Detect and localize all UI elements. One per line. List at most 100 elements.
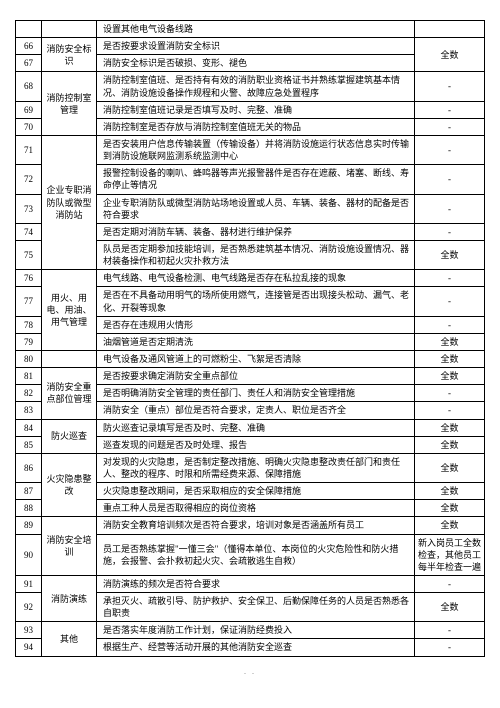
row-number: 74 (16, 223, 42, 240)
remark-cell: - (415, 385, 485, 402)
description-cell: 防火巡查记录填写是否及时、完整、准确 (97, 419, 415, 436)
category-cell: 其他 (42, 622, 97, 656)
description-cell: 是否明确消防安全管理的责任部门、责任人和消防安全管理措施 (97, 385, 415, 402)
description-cell: 电气线路、电气设备检测、电气线路是否存在私拉乱接的现象 (97, 270, 415, 287)
description-cell: 消防控制室值班、是否持有有效的消防职业资格证书并熟练掌握建筑基本情况、消防设施设… (97, 72, 415, 101)
description-cell: 报警控制设备的喇叭、蜂鸣器等声光报警器件是否存在遮蔽、堵塞、断线、寿命停止等情况 (97, 165, 415, 194)
table-row: 66消防安全标识是否按要求设置消防安全标识全数 (16, 38, 485, 55)
remark-cell: - (415, 72, 485, 101)
description-cell: 消防安全标识是否破损、变形、褪色 (97, 55, 415, 72)
description-cell: 是否安装用户信息传输装置（传输设备）并将消防设施运行状态信息实时传输到消防设施联… (97, 135, 415, 164)
category-cell: 企业专职消防队或微型消防站 (42, 135, 97, 269)
description-cell: 是否定期对消防车辆、装备、器材进行维护保养 (97, 223, 415, 240)
category-cell (42, 350, 97, 367)
remark-cell: 全数 (415, 350, 485, 367)
row-number: 75 (16, 240, 42, 269)
row-number (16, 21, 42, 38)
remark-cell: 全数 (415, 368, 485, 385)
remark-cell: 全数 (415, 333, 485, 350)
row-number: 84 (16, 419, 42, 436)
row-number: 76 (16, 270, 42, 287)
row-number: 82 (16, 385, 42, 402)
remark-cell: - (415, 622, 485, 639)
description-cell: 是否在不具备动用明气的场所使用燃气，连接管是否出现接头松动、漏气、老化、开裂等现… (97, 287, 415, 316)
row-number: 92 (16, 593, 42, 622)
table-row: 71企业专职消防队或微型消防站是否安装用户信息传输装置（传输设备）并将消防设施运… (16, 135, 485, 164)
table-row: 设置其他电气设备线路 (16, 21, 485, 38)
category-cell: 用火、用电、用油、用气管理 (42, 270, 97, 351)
remark-cell: - (415, 287, 485, 316)
description-cell: 消防控制室是否存放与消防控制室值班无关的物品 (97, 118, 415, 135)
fire-safety-inspection-table: 设置其他电气设备线路66消防安全标识是否按要求设置消防安全标识全数67消防安全标… (15, 20, 485, 657)
description-cell: 队员是否定期参加技能培训，是否熟悉建筑基本情况、消防设施设置情况、器材装备操作和… (97, 240, 415, 269)
category-cell: 消防安全培训 (42, 517, 97, 576)
page-number: . . (15, 667, 485, 676)
remark-cell: - (415, 316, 485, 333)
row-number: 71 (16, 135, 42, 164)
remark-cell: - (415, 165, 485, 194)
table-row: 86火灾隐患整改对发现的火灾隐患，是否制定整改措施、明确火灾隐患整改责任部门和责… (16, 453, 485, 482)
row-number: 89 (16, 517, 42, 534)
row-number: 93 (16, 622, 42, 639)
description-cell: 是否按要求确定消防安全重点部位 (97, 368, 415, 385)
description-cell: 是否存在违规用火情形 (97, 316, 415, 333)
description-cell: 消防安全（重点）部位是否符合要求，定责人、职位是否齐全 (97, 402, 415, 419)
remark-cell: 新入岗员工全数检查，其他员工每半年检查一遍 (415, 534, 485, 575)
remark-cell: - (415, 223, 485, 240)
row-number: 83 (16, 402, 42, 419)
category-cell: 消防安全重点部位管理 (42, 368, 97, 419)
table-row: 80电气设备及通风管道上的可燃粉尘、飞絮是否清除全数 (16, 350, 485, 367)
remark-cell: 全数 (415, 436, 485, 453)
category-cell: 火灾隐患整改 (42, 453, 97, 517)
row-number: 77 (16, 287, 42, 316)
remark-cell: - (415, 101, 485, 118)
row-number: 88 (16, 500, 42, 517)
category-cell (42, 21, 97, 38)
row-number: 70 (16, 118, 42, 135)
description-cell: 消防控制室值班记录是否填写及时、完整、准确 (97, 101, 415, 118)
description-cell: 巡查发现的问题是否及时处理、报告 (97, 436, 415, 453)
description-cell: 是否按要求设置消防安全标识 (97, 38, 415, 55)
row-number: 78 (16, 316, 42, 333)
description-cell: 企业专职消防队或微型消防站场地设置或人员、车辆、装备、器材的配备是否符合要求 (97, 194, 415, 223)
category-cell: 防火巡查 (42, 419, 97, 453)
remark-cell: - (415, 270, 485, 287)
row-number: 86 (16, 453, 42, 482)
remark-cell: 全数 (415, 517, 485, 534)
description-cell: 是否落实年度消防工作计划，保证消防经费投入 (97, 622, 415, 639)
category-cell: 消防安全标识 (42, 38, 97, 72)
row-number: 67 (16, 55, 42, 72)
remark-cell: 全数 (415, 453, 485, 482)
remark-cell: 全数 (415, 500, 485, 517)
remark-cell: - (415, 639, 485, 656)
row-number: 79 (16, 333, 42, 350)
remark-cell: - (415, 194, 485, 223)
table-row: 93其他是否落实年度消防工作计划，保证消防经费投入- (16, 622, 485, 639)
remark-cell (415, 21, 485, 38)
row-number: 90 (16, 534, 42, 575)
row-number: 68 (16, 72, 42, 101)
description-cell: 油烟管道是否定期清洗 (97, 333, 415, 350)
row-number: 91 (16, 575, 42, 592)
description-cell: 对发现的火灾隐患，是否制定整改措施、明确火灾隐患整改责任部门和责任人、整改的程序… (97, 453, 415, 482)
table-row: 84防火巡查防火巡查记录填写是否及时、完整、准确全数 (16, 419, 485, 436)
description-cell: 员工是否熟练掌握"一懂三会"（懂得本单位、本岗位的火灾危险性和防火措施，会报警、… (97, 534, 415, 575)
remark-cell: 全数 (415, 38, 485, 72)
table-row: 89消防安全培训消防安全教育培训频次是否符合要求，培训对象是否涵盖所有员工全数 (16, 517, 485, 534)
remark-cell: 全数 (415, 593, 485, 622)
description-cell: 消防演练的频次是否符合要求 (97, 575, 415, 592)
row-number: 80 (16, 350, 42, 367)
description-cell: 火灾隐患整改期间，是否采取相应的安全保障措施 (97, 483, 415, 500)
description-cell: 消防安全教育培训频次是否符合要求，培训对象是否涵盖所有员工 (97, 517, 415, 534)
remark-cell: - (415, 575, 485, 592)
table-row: 91消防演练消防演练的频次是否符合要求- (16, 575, 485, 592)
remark-cell: 全数 (415, 483, 485, 500)
remark-cell: - (415, 402, 485, 419)
row-number: 81 (16, 368, 42, 385)
description-cell: 设置其他电气设备线路 (97, 21, 415, 38)
category-cell: 消防控制室管理 (42, 72, 97, 136)
description-cell: 承担灭火、疏散引导、防护救护、安全保卫、后勤保障任务的人员是否熟悉各自职责 (97, 593, 415, 622)
remark-cell: 全数 (415, 419, 485, 436)
row-number: 87 (16, 483, 42, 500)
remark-cell: 全数 (415, 240, 485, 269)
